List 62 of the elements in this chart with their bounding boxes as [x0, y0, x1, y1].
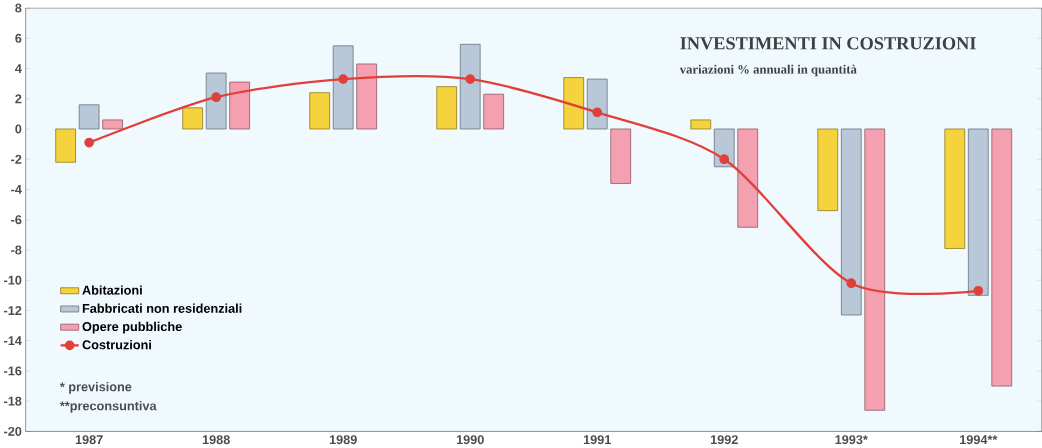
x-tick-label: 1987 [75, 435, 103, 445]
y-tick-label: -12 [4, 306, 22, 316]
y-tick-label: -18 [4, 396, 22, 406]
bar [356, 63, 378, 130]
annotation: **preconsuntiva [59, 401, 157, 414]
bar [309, 92, 331, 130]
point [211, 92, 222, 103]
point [465, 74, 476, 85]
y-tick-label: -8 [11, 245, 22, 255]
y-tick-label: -6 [11, 215, 22, 225]
bar [205, 72, 227, 130]
bar [817, 128, 839, 212]
legend-label: Opere pubbliche [82, 321, 182, 334]
x-tick-label: 1991 [583, 435, 611, 445]
bar [967, 128, 989, 296]
y-tick-label: -10 [4, 275, 22, 285]
point [592, 107, 603, 118]
bar [182, 107, 204, 130]
legend-label: Costruzioni [82, 340, 151, 350]
bar [690, 119, 712, 130]
bar [483, 93, 505, 130]
x-tick-label: 1988 [202, 435, 230, 445]
point [719, 154, 730, 165]
y-tick-label: -16 [4, 366, 22, 376]
point [84, 137, 95, 148]
y-tick-label: 4 [15, 64, 22, 74]
bar [840, 128, 862, 316]
x-tick-label: 1990 [456, 435, 484, 445]
bar [944, 128, 966, 250]
bar [991, 128, 1013, 387]
y-tick-label: -20 [4, 427, 22, 437]
point [338, 74, 349, 85]
bar [229, 81, 251, 130]
x-tick-label: 1993* [835, 435, 868, 445]
bar [436, 86, 458, 130]
bar [610, 128, 632, 184]
bar [102, 119, 123, 130]
x-tick-label: 1994** [960, 435, 998, 445]
y-tick-label: 2 [15, 94, 22, 104]
bar [459, 44, 481, 130]
x-tick-label: 1989 [329, 435, 357, 445]
y-tick-label: -4 [11, 185, 22, 194]
text: variazioni % annuali in quantità [679, 64, 857, 77]
bar [737, 128, 759, 228]
y-tick-label: -2 [11, 154, 22, 164]
y-tick-label: -14 [4, 336, 22, 346]
point [846, 278, 857, 289]
annotation: * previsione [59, 382, 132, 394]
legend-label: Fabbricati non residenziali [82, 303, 242, 314]
y-tick-label: 8 [15, 3, 22, 13]
bar [78, 104, 100, 130]
bar [55, 128, 77, 163]
point [973, 286, 984, 296]
legend-label: Abitazioni [82, 285, 142, 295]
bar [332, 45, 354, 130]
bar [864, 128, 886, 411]
text: INVESTIMENTI IN COSTRUZIONI [680, 37, 976, 50]
bar [563, 77, 585, 130]
bar [586, 78, 608, 130]
y-tick-label: 6 [15, 33, 22, 43]
x-tick-label: 1992 [710, 435, 738, 445]
y-tick-label: 0 [15, 124, 22, 134]
